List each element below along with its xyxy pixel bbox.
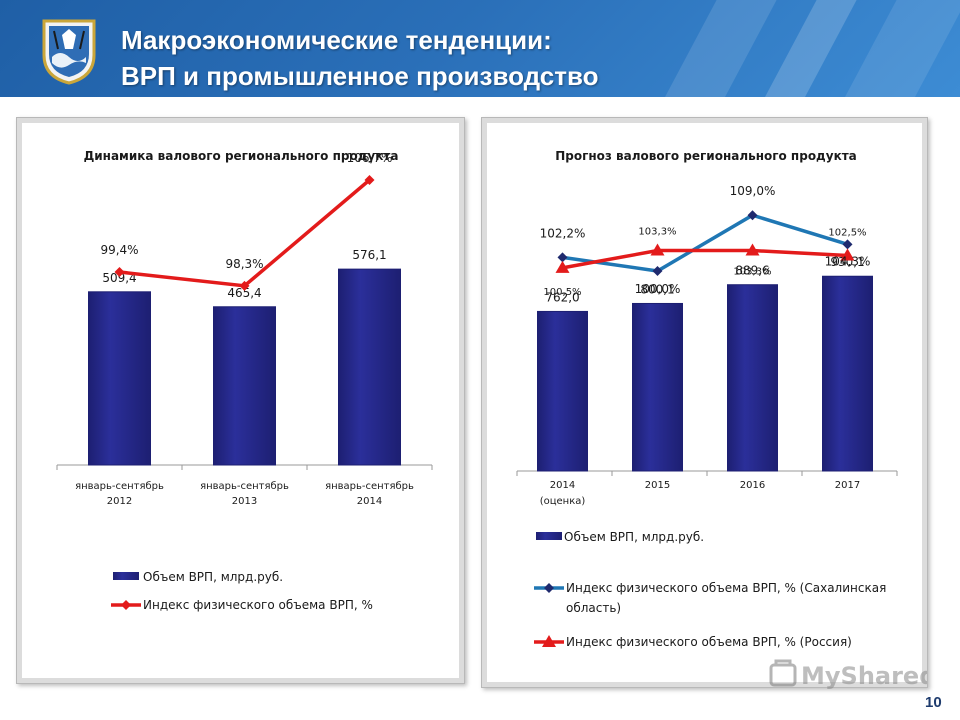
x-tick-label: 2014 bbox=[357, 496, 382, 507]
legend-marker-sakhalin bbox=[544, 583, 554, 593]
line-data-label: 99,4% bbox=[100, 243, 138, 257]
line-point-sakhalin bbox=[652, 266, 663, 276]
bar-data-label: 576,1 bbox=[352, 248, 386, 262]
legend-label-bar: Объем ВРП, млрд.руб. bbox=[564, 530, 704, 544]
bar-data-label: 889,6 bbox=[735, 264, 769, 278]
x-tick-label: 2015 bbox=[645, 480, 670, 491]
line-point-sakhalin bbox=[557, 252, 568, 263]
line-data-label: 98,3% bbox=[225, 257, 263, 271]
page-title-line-1: Макроэкономические тенденции: bbox=[121, 25, 552, 55]
watermark-text: MyShared bbox=[801, 662, 927, 690]
chart-right: Прогноз валового регионального продукта 7… bbox=[516, 149, 898, 649]
x-tick-label: (оценка) bbox=[540, 496, 586, 507]
x-tick-label: 2014 bbox=[550, 480, 575, 491]
legend-marker bbox=[121, 600, 131, 610]
line-data-label-sakhalin: 102,2% bbox=[540, 226, 586, 240]
legend-label-line: Индекс физического объема ВРП, % bbox=[143, 598, 373, 612]
line-point-russia bbox=[745, 243, 760, 256]
chart-left: Динамика валового регионального продукта… bbox=[56, 149, 433, 612]
bar bbox=[632, 302, 683, 472]
x-tick-label: 2012 bbox=[107, 496, 132, 507]
line-point-russia bbox=[555, 260, 570, 273]
header-banner: Макроэкономические тенденции: ВРП и пром… bbox=[0, 0, 960, 97]
line-data-label: 106,7% bbox=[347, 151, 393, 165]
bar-data-label: 465,4 bbox=[227, 286, 261, 300]
line-data-label-russia: 102,5% bbox=[828, 228, 866, 239]
line-data-label-russia: 103,3% bbox=[733, 267, 771, 278]
x-tick-label: январь-сентябрь bbox=[75, 481, 164, 492]
line-data-label-sakhalin: 109,0% bbox=[730, 184, 776, 198]
header-stripe bbox=[652, 0, 788, 97]
header-stripe bbox=[752, 0, 868, 97]
series-line-sakhalin bbox=[562, 213, 849, 273]
bar bbox=[213, 306, 276, 466]
page-title-line-2: ВРП и промышленное производство bbox=[121, 61, 599, 91]
line-data-label-russia: 100,5% bbox=[543, 287, 581, 298]
line-point-sakhalin bbox=[842, 239, 853, 250]
bar bbox=[537, 310, 588, 472]
legend-swatch-bar bbox=[536, 532, 562, 540]
line-data-label-sakhalin: 100,0% bbox=[635, 282, 681, 296]
x-tick-label: январь-сентябрь bbox=[200, 481, 289, 492]
legend-label-bar: Объем ВРП, млрд.руб. bbox=[143, 570, 283, 584]
page-number: 10 bbox=[925, 694, 942, 711]
legend-swatch-bar bbox=[113, 572, 139, 580]
chart-panel-right: Прогноз валового регионального продукта 7… bbox=[481, 117, 928, 688]
line-point-russia bbox=[650, 243, 665, 256]
x-tick-label: 2013 bbox=[232, 496, 257, 507]
line-point bbox=[364, 175, 375, 186]
chart-panel-left: Динамика валового регионального продукта… bbox=[16, 117, 465, 684]
legend-label-sakhalin: область) bbox=[566, 601, 621, 615]
legend-label-russia: Индекс физического объема ВРП, % (Россия… bbox=[566, 635, 852, 649]
bar-data-label: 800,1 bbox=[640, 282, 674, 296]
line-point bbox=[114, 267, 125, 277]
line-data-label-russia: 103,3% bbox=[638, 227, 676, 238]
bar bbox=[822, 275, 873, 472]
line-point bbox=[239, 280, 250, 291]
line-data-label-sakhalin: 104,3% bbox=[825, 254, 871, 268]
series-line-russia bbox=[562, 248, 848, 270]
line-point-sakhalin bbox=[747, 210, 758, 221]
bar bbox=[338, 268, 401, 466]
chart-title: Прогноз валового регионального продукта bbox=[555, 149, 857, 163]
x-tick-label: январь-сентябрь bbox=[325, 481, 414, 492]
bar-data-label: 930,1 bbox=[830, 255, 864, 269]
bar-data-label: 762,0 bbox=[545, 290, 579, 304]
page-title: Макроэкономические тенденции: ВРП и пром… bbox=[121, 22, 599, 94]
line-point-russia bbox=[840, 248, 855, 261]
bar bbox=[727, 284, 778, 472]
x-tick-label: 2016 bbox=[740, 480, 765, 491]
legend-marker-russia bbox=[542, 635, 556, 647]
watermark-logo: MyShared bbox=[769, 659, 927, 690]
bar bbox=[88, 291, 151, 466]
header-stripe bbox=[832, 0, 960, 97]
x-tick-label: 2017 bbox=[835, 480, 860, 491]
coat-of-arms-icon bbox=[42, 19, 96, 85]
chart-title: Динамика валового регионального продукта bbox=[84, 149, 399, 163]
legend-label-sakhalin: Индекс физического объема ВРП, % (Сахали… bbox=[566, 581, 886, 595]
